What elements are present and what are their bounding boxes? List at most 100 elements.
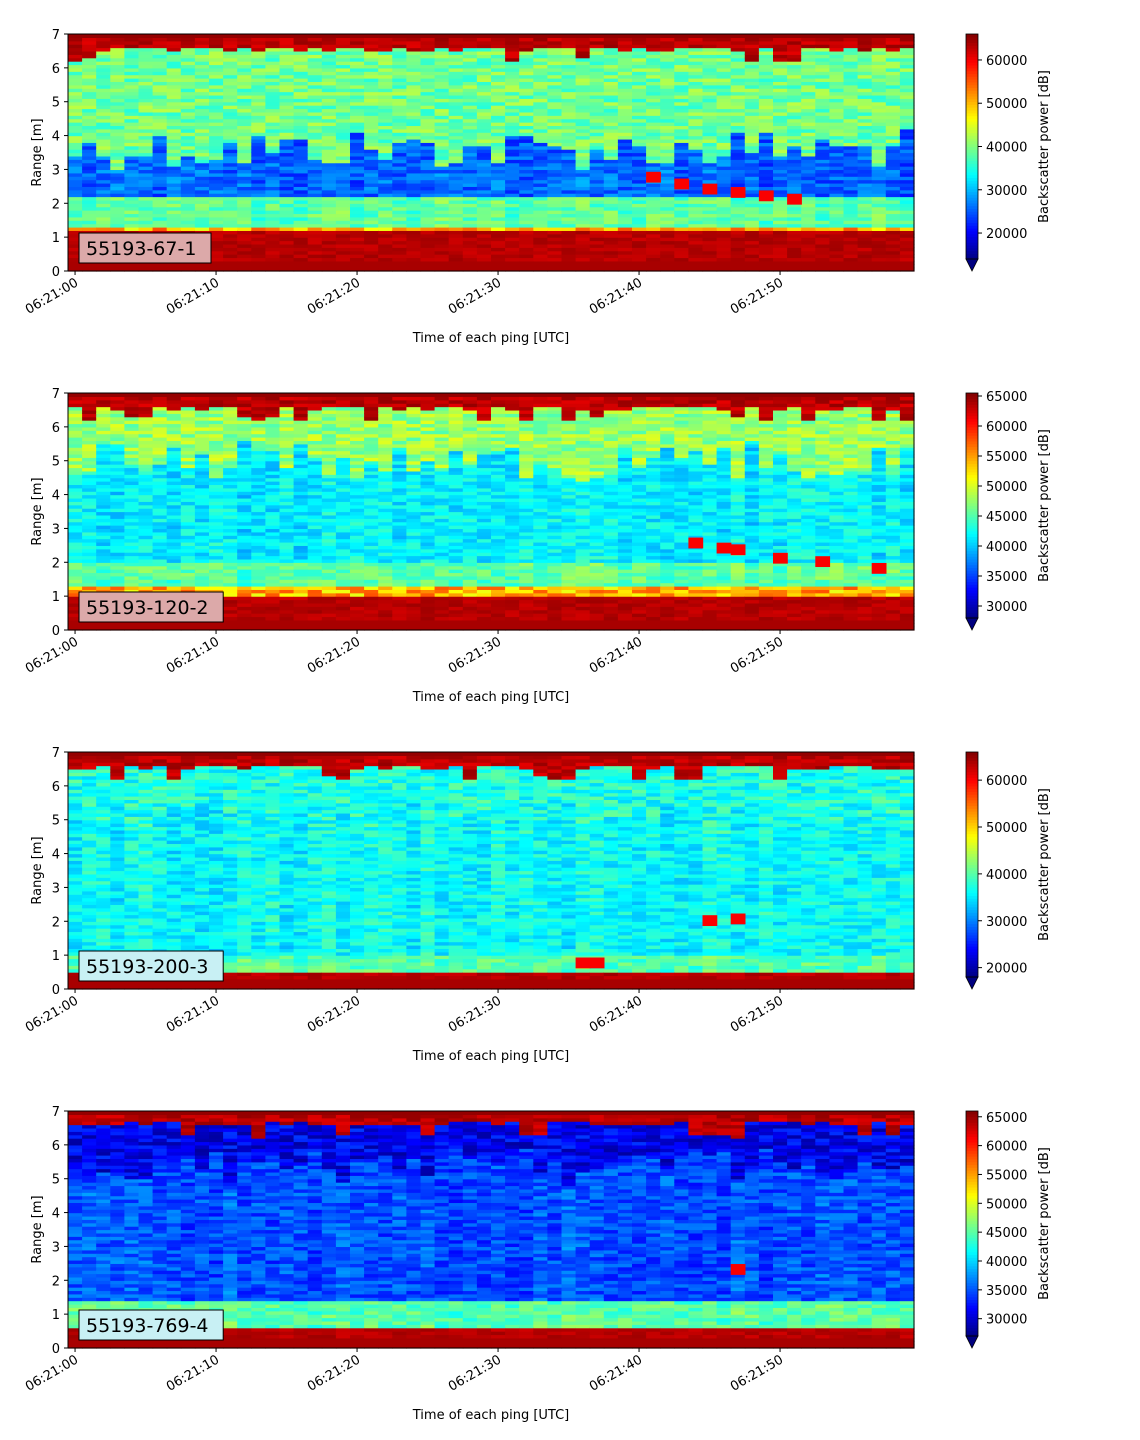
target-echo — [731, 914, 746, 925]
y-tick-label: 7 — [52, 746, 60, 761]
y-tick-label: 2 — [52, 197, 60, 212]
y-tick-label: 6 — [52, 780, 60, 795]
x-tick-label: 06:21:40 — [587, 275, 645, 317]
colorbar-tick-label: 50000 — [986, 480, 1027, 495]
y-tick-label: 7 — [52, 28, 60, 43]
sensor-label-box: 55193-67-1 — [79, 233, 211, 263]
colorbar-tick-label: 60000 — [986, 774, 1027, 789]
x-tick-label: 06:21:20 — [305, 1352, 363, 1394]
sensor-label-box: 55193-769-4 — [79, 1310, 223, 1340]
target-echo — [787, 194, 802, 205]
colorbar-label: Backscatter power [dB] — [1037, 788, 1052, 941]
y-tick-label: 3 — [52, 163, 60, 178]
target-echo — [703, 915, 718, 926]
x-tick-label: 06:21:40 — [587, 1352, 645, 1394]
colorbar-tick-label: 30000 — [986, 600, 1027, 615]
colorbar-extend-triangle — [966, 977, 978, 989]
y-axis-label: Range [m] — [30, 477, 45, 545]
y-axis-label: Range [m] — [30, 836, 45, 904]
y-tick-label: 1 — [52, 590, 60, 605]
sensor-label-text: 55193-769-4 — [86, 1315, 209, 1337]
x-tick-label: 06:21:40 — [587, 634, 645, 676]
target-echo — [773, 553, 788, 564]
colorbar-tick-label: 45000 — [986, 510, 1027, 525]
y-tick-label: 3 — [52, 881, 60, 896]
target-echo — [872, 563, 887, 574]
colorbar-tick-label: 60000 — [986, 420, 1027, 435]
x-tick-label: 06:21:20 — [305, 634, 363, 676]
x-tick-label: 06:21:30 — [446, 993, 504, 1035]
y-tick-label: 4 — [52, 489, 60, 504]
x-tick-label: 06:21:30 — [446, 1352, 504, 1394]
colorbar-tick-label: 55000 — [986, 450, 1027, 465]
y-tick-label: 4 — [52, 1207, 60, 1222]
y-tick-label: 1 — [52, 231, 60, 246]
colorbar-tick-label: 60000 — [986, 1140, 1027, 1155]
colorbar-tick-label: 50000 — [986, 821, 1027, 836]
colorbar-extend-triangle — [966, 618, 978, 630]
y-tick-label: 7 — [52, 1105, 60, 1120]
colorbar: 3000035000400004500050000550006000065000… — [966, 390, 1052, 630]
y-tick-label: 4 — [52, 848, 60, 863]
y-tick-label: 5 — [52, 1173, 60, 1188]
colorbar-tick-label: 30000 — [986, 1313, 1027, 1328]
y-tick-label: 1 — [52, 1308, 60, 1323]
colorbar-tick-label: 20000 — [986, 962, 1027, 977]
x-axis-label: Time of each ping [UTC] — [412, 1049, 570, 1064]
x-tick-label: 06:21:40 — [587, 993, 645, 1035]
x-tick-label: 06:21:30 — [446, 634, 504, 676]
target-echo — [674, 179, 689, 190]
colorbar-extend-triangle — [966, 1336, 978, 1348]
sensor-label-text: 55193-200-3 — [86, 956, 209, 978]
sensor-label-box: 55193-120-2 — [79, 592, 223, 622]
target-echo — [759, 190, 774, 201]
sensor-label-text: 55193-67-1 — [86, 238, 196, 260]
target-echo — [576, 958, 591, 969]
x-tick-label: 06:21:00 — [23, 1352, 81, 1394]
y-tick-label: 0 — [52, 624, 60, 639]
y-tick-label: 5 — [52, 814, 60, 829]
x-tick-label: 06:21:00 — [23, 275, 81, 317]
target-echo — [731, 187, 746, 198]
x-tick-label: 06:21:10 — [164, 275, 222, 317]
colorbar-tick-label: 50000 — [986, 97, 1027, 112]
x-tick-label: 06:21:20 — [305, 993, 363, 1035]
colorbar-tick-label: 60000 — [986, 54, 1027, 69]
y-tick-label: 6 — [52, 1139, 60, 1154]
y-tick-label: 1 — [52, 949, 60, 964]
y-tick-label: 3 — [52, 522, 60, 537]
colorbar-extend-triangle — [966, 259, 978, 271]
sensor-label-text: 55193-120-2 — [86, 597, 209, 619]
y-tick-label: 2 — [52, 556, 60, 571]
x-tick-label: 06:21:30 — [446, 275, 504, 317]
x-tick-label: 06:21:50 — [728, 634, 786, 676]
target-echo — [731, 544, 746, 555]
colorbar-tick-label: 65000 — [986, 390, 1027, 405]
colorbar-tick-label: 35000 — [986, 1284, 1027, 1299]
colorbar-label: Backscatter power [dB] — [1037, 429, 1052, 582]
x-tick-label: 06:21:10 — [164, 1352, 222, 1394]
y-tick-label: 4 — [52, 130, 60, 145]
colorbar-tick-label: 40000 — [986, 141, 1027, 156]
y-tick-label: 0 — [52, 265, 60, 280]
y-tick-label: 2 — [52, 1274, 60, 1289]
x-tick-label: 06:21:20 — [305, 275, 363, 317]
y-axis-label: Range [m] — [30, 1195, 45, 1263]
target-echo — [590, 958, 605, 969]
colorbar-label: Backscatter power [dB] — [1037, 70, 1052, 223]
target-echo — [731, 1264, 746, 1275]
x-tick-label: 06:21:50 — [728, 993, 786, 1035]
colorbar-tick-label: 45000 — [986, 1226, 1027, 1241]
colorbar-tick-label: 35000 — [986, 570, 1027, 585]
colorbar-tick-label: 40000 — [986, 868, 1027, 883]
x-tick-label: 06:21:50 — [728, 275, 786, 317]
colorbar-tick-label: 65000 — [986, 1111, 1027, 1126]
y-tick-label: 7 — [52, 387, 60, 402]
y-tick-label: 5 — [52, 96, 60, 111]
